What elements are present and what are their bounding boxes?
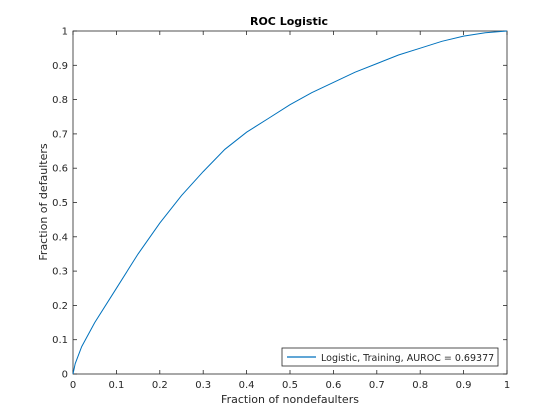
- x-axis: 0 0.1 0.2 0.3 0.4 0.5 0.6 0.7 0.8 0.9 1: [70, 31, 510, 391]
- y-tick-label: 0.9: [52, 61, 68, 72]
- series-layer: [72, 30, 508, 375]
- x-axis-label: Fraction of nondefaulters: [221, 393, 359, 406]
- y-tick-label: 0.8: [52, 95, 68, 106]
- x-tick-label: 0: [70, 380, 76, 391]
- x-tick-label: 0.5: [282, 380, 298, 391]
- legend: Logistic, Training, AUROC = 0.69377: [281, 347, 499, 367]
- legend-entry: Logistic, Training, AUROC = 0.69377: [321, 353, 494, 364]
- x-tick-label: 1: [504, 380, 510, 391]
- y-axis: 0 0.1 0.2 0.3 0.4 0.5 0.6 0.7 0.8 0.9 1: [52, 27, 507, 381]
- y-tick-label: 0.1: [52, 335, 68, 346]
- x-tick-label: 0.9: [456, 380, 472, 391]
- x-tick-label: 0.4: [239, 380, 255, 391]
- y-tick-label: 0.6: [52, 164, 68, 175]
- chart-title: ROC Logistic: [250, 15, 328, 28]
- y-tick-label: 0: [62, 370, 68, 381]
- plot-area: [72, 30, 508, 375]
- roc-curve: [72, 30, 508, 375]
- x-tick-label: 0.1: [108, 380, 124, 391]
- y-tick-label: 0.4: [52, 232, 68, 243]
- x-tick-label: 0.8: [412, 380, 428, 391]
- y-tick-label: 0.2: [52, 301, 68, 312]
- y-tick-label: 0.7: [52, 129, 68, 140]
- x-tick-label: 0.2: [152, 380, 168, 391]
- y-tick-label: 0.5: [52, 198, 68, 209]
- legend-box: [281, 347, 499, 367]
- y-tick-label: 0.3: [52, 267, 68, 278]
- x-tick-label: 0.3: [195, 380, 211, 391]
- x-tick-label: 0.7: [369, 380, 385, 391]
- y-axis-label: Fraction of defaulters: [37, 143, 50, 260]
- y-tick-label: 1: [62, 27, 68, 38]
- x-tick-label: 0.6: [325, 380, 341, 391]
